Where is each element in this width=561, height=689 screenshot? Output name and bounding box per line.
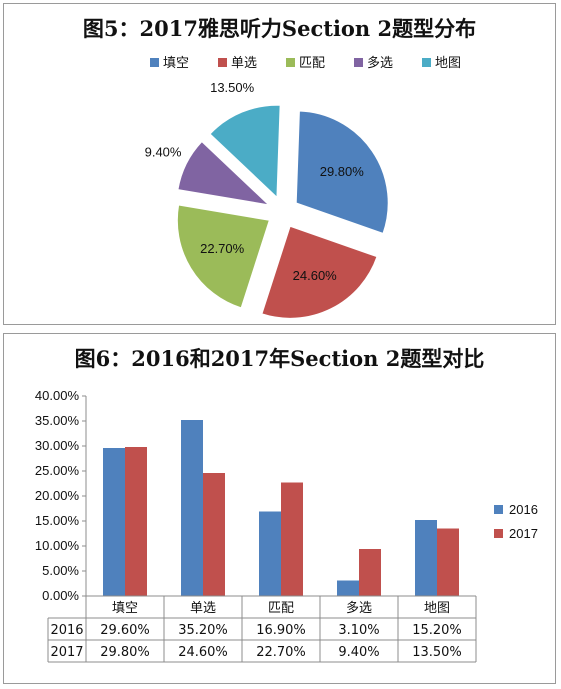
table-cell-2016-4: 3.10%	[338, 623, 379, 638]
legend-label-3: 匹配	[299, 55, 325, 70]
legend-label-2: 单选	[231, 55, 257, 70]
y-tick-label-8: 35.00%	[35, 413, 80, 428]
bar-chart-panel: 图6：2016和2017年Section 2题型对比 0.00% 5.00% 10.…	[3, 333, 556, 684]
y-tick-label-5: 20.00%	[35, 488, 80, 503]
table-cell-2017-1: 29.80%	[100, 645, 150, 660]
bar-chart-title: 图6：2016和2017年Section 2题型对比	[74, 346, 485, 371]
pie-data-label-3: 22.70%	[200, 241, 245, 256]
pie-slice-4	[177, 140, 271, 206]
table-cell-2017-5: 13.50%	[412, 645, 462, 660]
x-category-label-4: 多选	[346, 600, 372, 616]
legend-label-2016: 2016	[509, 502, 538, 517]
pie-slice-2	[261, 225, 378, 319]
legend-swatch-5	[422, 58, 431, 67]
y-tick-label-2: 5.00%	[42, 563, 79, 578]
pie-chart-panel: 图5：2017雅思听力Section 2题型分布 填空 单选 匹配 多选 地图 29.80…	[3, 3, 556, 325]
legend-label-5: 地图	[435, 55, 461, 70]
bar-2017-4	[359, 549, 381, 596]
legend-label-1: 填空	[163, 55, 189, 70]
pie-data-label-4: 9.40%	[145, 144, 182, 159]
table-cell-2016-3: 16.90%	[256, 623, 306, 638]
bar-2016-5	[415, 520, 437, 596]
bar-2017-2	[203, 473, 225, 596]
y-tick-label-6: 25.00%	[35, 463, 80, 478]
table-cell-2016-2: 35.20%	[178, 623, 228, 638]
bar-2016-3	[259, 511, 281, 596]
x-category-label-2: 单选	[190, 601, 216, 616]
table-cell-2017-3: 22.70%	[256, 645, 306, 660]
legend-swatch-1	[150, 58, 159, 67]
x-category-label-3: 匹配	[268, 601, 294, 616]
legend-swatch-2017	[494, 529, 503, 538]
pie-data-label-2: 24.60%	[293, 268, 338, 283]
x-category-label-1: 填空	[112, 601, 138, 616]
bar-2017-5	[437, 528, 459, 596]
pie-data-label-5: 13.50%	[210, 80, 255, 95]
table-cell-2016-5: 15.20%	[412, 623, 462, 638]
x-category-label-5: 地图	[424, 601, 450, 616]
pie-slice-1	[295, 110, 389, 234]
legend-label-2017: 2017	[509, 526, 538, 541]
table-cell-2017-2: 24.60%	[178, 645, 228, 660]
pie-chart-title: 图5：2017雅思听力Section 2题型分布	[82, 16, 477, 41]
legend-swatch-3	[286, 58, 295, 67]
y-tick-label-3: 10.00%	[35, 538, 80, 553]
bar-2016-1	[103, 448, 125, 596]
legend-label-4: 多选	[367, 55, 393, 70]
legend-swatch-2016	[494, 505, 503, 514]
pie-chart: 填空 单选 匹配 多选 地图 29.80% 24.60% 22.70% 9.40% 13.50%	[145, 55, 461, 319]
bar-2016-4	[337, 580, 359, 596]
pie-data-label-1: 29.80%	[320, 164, 365, 179]
bar-chart: 0.00% 5.00% 10.00% 15.00% 20.00% 25.00% 30.00%…	[35, 388, 538, 663]
bar-2017-1	[125, 447, 147, 596]
legend-swatch-4	[354, 58, 363, 67]
y-tick-label-1: 0.00%	[42, 588, 79, 603]
pie-slice-5	[209, 104, 281, 199]
table-series-name-2017: 2017	[50, 645, 83, 660]
y-tick-label-4: 15.00%	[35, 513, 80, 528]
bar-2016-2	[181, 420, 203, 596]
legend-swatch-2	[218, 58, 227, 67]
y-tick-label-7: 30.00%	[35, 438, 80, 453]
table-cell-2017-4: 9.40%	[338, 645, 379, 660]
y-tick-label-9: 40.00%	[35, 388, 80, 403]
table-series-name-2016: 2016	[50, 623, 83, 638]
table-cell-2016-1: 29.60%	[100, 623, 150, 638]
pie-slice-3	[176, 204, 270, 309]
bar-2017-3	[281, 482, 303, 596]
